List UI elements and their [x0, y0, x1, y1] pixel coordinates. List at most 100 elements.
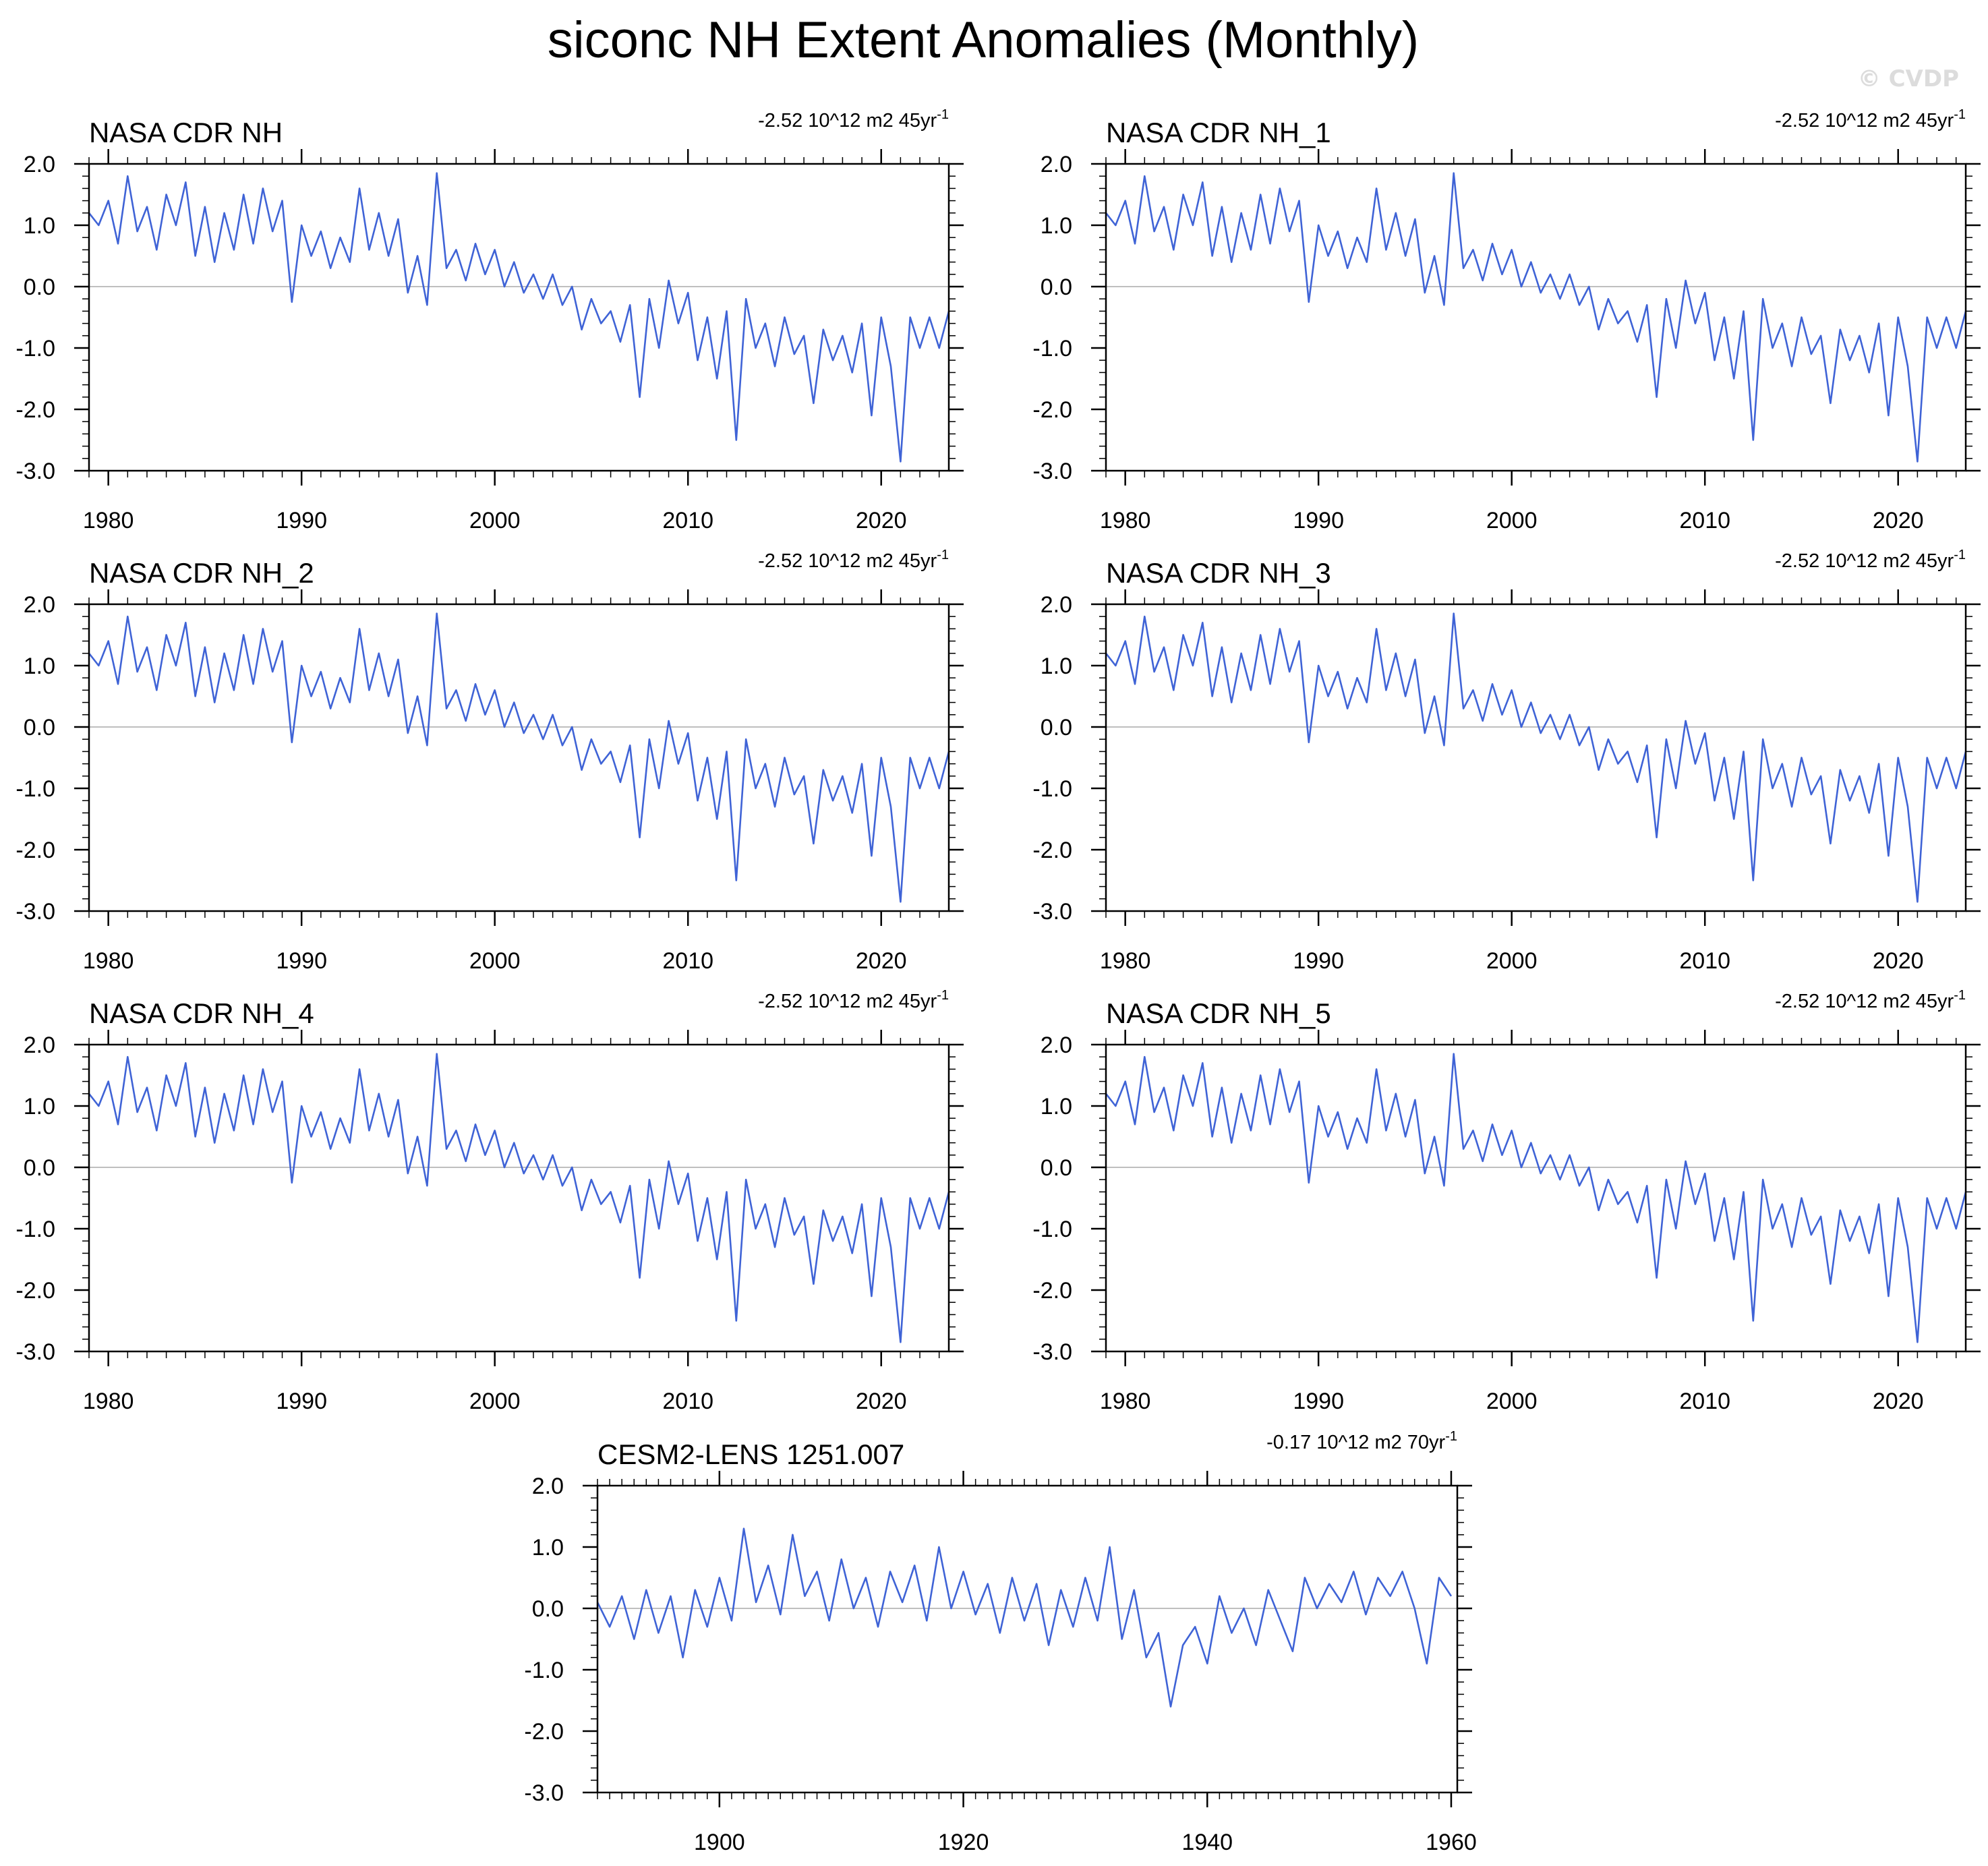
- y-tick-label: 1.0: [1041, 1094, 1072, 1119]
- y-tick-label: 0.0: [24, 274, 55, 300]
- y-tick-label: -2.0: [16, 397, 55, 423]
- x-tick-label: 2010: [1679, 1389, 1730, 1414]
- y-tick-label: -3.0: [16, 459, 55, 484]
- chart-panel-4: 2.0 1.0 0.0 -1.0 -2.0 -3.0 1980 1990 2000 2010 202…: [16, 988, 964, 1414]
- x-tick-label: 1980: [83, 1389, 134, 1414]
- x-tick-label: 2020: [1873, 508, 1924, 533]
- y-tick-label: -1.0: [1032, 776, 1072, 802]
- y-tick-label: 0.0: [24, 1155, 55, 1181]
- y-tick-label: -1.0: [524, 1658, 564, 1683]
- plot-frame: [88, 603, 950, 912]
- x-tick-label: 2000: [1486, 508, 1538, 533]
- x-tick-label: 2020: [856, 1389, 907, 1414]
- x-tick-label: 2010: [662, 508, 713, 533]
- chart-panel-5: 2.0 1.0 0.0 -1.0 -2.0 -3.0 1980 1990 2000 2010 202…: [1032, 988, 1981, 1414]
- y-tick-label: -2.0: [524, 1719, 564, 1745]
- x-tick-label: 2000: [469, 508, 521, 533]
- chart-panel-0: 2.0 1.0 0.0 -1.0 -2.0 -3.0 1980 1990 2000 2010 202…: [16, 107, 964, 533]
- plot-frame: [1105, 603, 1967, 912]
- y-tick-label: -1.0: [1032, 1217, 1072, 1242]
- y-tick-label: -3.0: [1032, 1339, 1072, 1365]
- y-tick-label: -1.0: [1032, 336, 1072, 361]
- plot-frame: [88, 163, 950, 472]
- series-line: [1105, 172, 1967, 463]
- trend-label: -2.52 10^12 m2 45yr-1: [758, 548, 949, 572]
- series-line: [1105, 1053, 1967, 1343]
- x-tick-label: 2000: [1486, 948, 1538, 974]
- x-tick-label: 1990: [1293, 1389, 1344, 1414]
- y-tick-label: 0.0: [24, 715, 55, 740]
- panel-title: NASA CDR NH_3: [1106, 557, 1331, 589]
- x-tick-label: 1980: [1100, 1389, 1151, 1414]
- x-tick-label: 1960: [1426, 1830, 1477, 1855]
- y-tick-label: -1.0: [16, 776, 55, 802]
- panel-title: NASA CDR NH_1: [1106, 117, 1331, 148]
- x-tick-label: 2020: [856, 948, 907, 974]
- x-tick-label: 2010: [662, 948, 713, 974]
- y-tick-label: -3.0: [16, 899, 55, 925]
- y-tick-label: -2.0: [1032, 1278, 1072, 1304]
- trend-label: -0.17 10^12 m2 70yr-1: [1266, 1429, 1457, 1453]
- y-tick-label: -1.0: [16, 336, 55, 361]
- series-line: [88, 172, 950, 463]
- y-tick-label: -3.0: [1032, 899, 1072, 925]
- page-title: siconc NH Extent Anomalies (Monthly): [548, 11, 1419, 69]
- y-tick-label: 2.0: [532, 1474, 564, 1499]
- x-tick-label: 1980: [83, 508, 134, 533]
- y-tick-label: -3.0: [16, 1339, 55, 1365]
- x-tick-label: 2010: [662, 1389, 713, 1414]
- x-tick-label: 2000: [1486, 1389, 1538, 1414]
- y-tick-label: 2.0: [24, 152, 55, 177]
- x-tick-label: 1980: [1100, 508, 1151, 533]
- x-tick-label: 2000: [469, 948, 521, 974]
- x-tick-label: 1990: [1293, 948, 1344, 974]
- x-tick-label: 1990: [1293, 508, 1344, 533]
- series-line: [88, 1053, 950, 1343]
- watermark: © CVDP: [1858, 65, 1959, 92]
- y-tick-label: -2.0: [1032, 838, 1072, 863]
- panel-title: NASA CDR NH_4: [89, 997, 314, 1029]
- series-line: [88, 612, 950, 903]
- panel-title: NASA CDR NH_2: [89, 557, 314, 589]
- y-tick-label: 0.0: [1041, 274, 1072, 300]
- plot-frame: [1105, 1043, 1967, 1353]
- plot-frame: [1105, 163, 1967, 472]
- trend-label: -2.52 10^12 m2 45yr-1: [1775, 988, 1966, 1012]
- y-tick-label: 2.0: [1041, 1032, 1072, 1058]
- y-tick-label: -3.0: [1032, 459, 1072, 484]
- x-tick-label: 1900: [694, 1830, 745, 1855]
- x-tick-label: 2020: [1873, 1389, 1924, 1414]
- chart-panel-2: 2.0 1.0 0.0 -1.0 -2.0 -3.0 1980 1990 2000 2010 202…: [16, 548, 964, 974]
- x-tick-label: 1990: [276, 508, 327, 533]
- trend-label: -2.52 10^12 m2 45yr-1: [1775, 548, 1966, 572]
- chart-panel-6: 2.0 1.0 0.0 -1.0 -2.0 -3.0 1900 1920 1940 1960 CES…: [524, 1429, 1476, 1855]
- y-tick-label: -2.0: [1032, 397, 1072, 423]
- x-tick-label: 2000: [469, 1389, 521, 1414]
- y-tick-label: 0.0: [1041, 715, 1072, 740]
- x-tick-label: 1990: [276, 1389, 327, 1414]
- y-tick-label: 0.0: [1041, 1155, 1072, 1181]
- x-tick-label: 2010: [1679, 508, 1730, 533]
- panels: 2.0 1.0 0.0 -1.0 -2.0 -3.0 1980 1990 2000 2010 202…: [16, 107, 1981, 1855]
- plot-frame: [596, 1484, 1459, 1794]
- y-tick-label: 0.0: [532, 1596, 564, 1622]
- panel-title: NASA CDR NH: [89, 117, 283, 148]
- y-tick-label: 1.0: [24, 213, 55, 239]
- y-tick-label: 1.0: [1041, 653, 1072, 679]
- trend-label: -2.52 10^12 m2 45yr-1: [758, 107, 949, 132]
- x-tick-label: 2020: [856, 508, 907, 533]
- chart-panel-1: 2.0 1.0 0.0 -1.0 -2.0 -3.0 1980 1990 2000 2010 202…: [1032, 107, 1981, 533]
- plot-frame: [88, 1043, 950, 1353]
- x-tick-label: 1980: [1100, 948, 1151, 974]
- chart-panel-3: 2.0 1.0 0.0 -1.0 -2.0 -3.0 1980 1990 2000 2010 202…: [1032, 548, 1981, 974]
- y-tick-label: 2.0: [24, 1032, 55, 1058]
- y-tick-label: 1.0: [1041, 213, 1072, 239]
- y-tick-label: -3.0: [524, 1780, 564, 1806]
- panel-title: CESM2-LENS 1251.007: [597, 1438, 904, 1470]
- y-tick-label: 2.0: [1041, 152, 1072, 177]
- y-tick-label: 2.0: [1041, 592, 1072, 618]
- y-tick-label: 1.0: [24, 653, 55, 679]
- trend-label: -2.52 10^12 m2 45yr-1: [1775, 107, 1966, 132]
- trend-label: -2.52 10^12 m2 45yr-1: [758, 988, 949, 1012]
